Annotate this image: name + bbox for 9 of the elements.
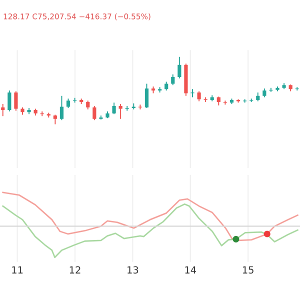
x-tick-label: 14 <box>185 266 196 274</box>
x-tick-label: 12 <box>70 266 80 274</box>
candlestick <box>282 82 286 90</box>
candlestick <box>243 98 247 104</box>
x-tick-label: 13 <box>128 266 138 274</box>
candlestick <box>99 114 103 120</box>
candlestick <box>138 104 142 110</box>
x-tick-label: 15 <box>242 266 254 274</box>
x-tick-label: 11 <box>12 266 23 274</box>
